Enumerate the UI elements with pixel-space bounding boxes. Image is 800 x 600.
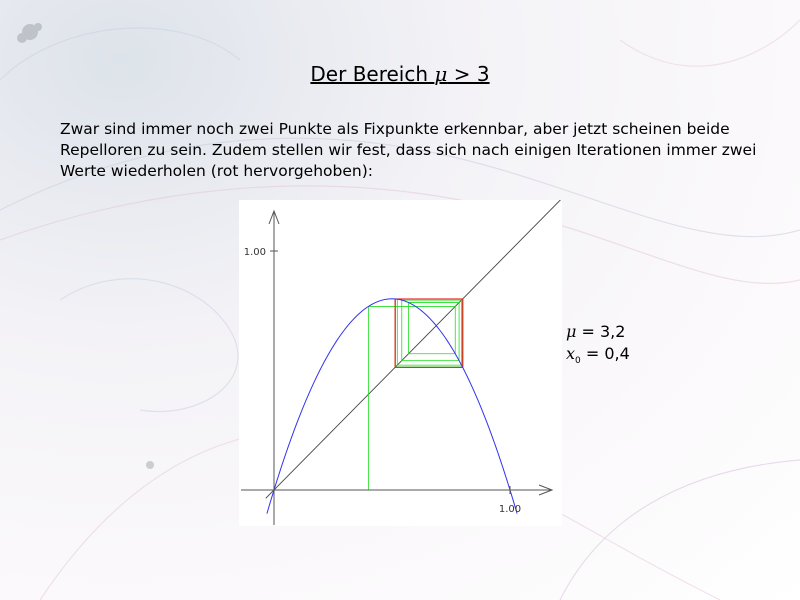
y-axis-arrow bbox=[268, 209, 280, 225]
x0-param-subscript: 0 bbox=[575, 356, 581, 367]
axes-layer: 1.00 1.00 bbox=[241, 209, 554, 525]
parameter-legend: μ = 3,2 x0 = 0,4 bbox=[566, 321, 630, 372]
two-cycle-rectangle bbox=[394, 298, 464, 368]
two-cycle-layer bbox=[394, 298, 464, 368]
logistic-curve bbox=[266, 298, 518, 514]
x0-param-symbol: x bbox=[566, 344, 576, 363]
y-tick-label: 1.00 bbox=[244, 247, 266, 258]
diagonal-line bbox=[265, 200, 561, 499]
description-paragraph: Zwar sind immer noch zwei Punkte als Fix… bbox=[60, 120, 757, 180]
mu-param-value: = 3,2 bbox=[576, 322, 626, 341]
slide-title: Der Bereich μ > 3 bbox=[0, 60, 800, 88]
diagonal-line-layer bbox=[265, 200, 561, 499]
cobweb-layer bbox=[367, 298, 464, 490]
logistic-curve-layer bbox=[266, 298, 518, 514]
cobweb-plot: 1.00 1.00 bbox=[239, 200, 562, 526]
x0-param-value: = 0,4 bbox=[580, 344, 630, 363]
mu-symbol: μ bbox=[434, 62, 448, 86]
mu-param-symbol: μ bbox=[566, 322, 577, 341]
title-suffix: > 3 bbox=[447, 62, 490, 86]
mu-parameter: μ = 3,2 bbox=[566, 321, 630, 343]
title-prefix: Der Bereich bbox=[310, 62, 435, 86]
x-tick-label: 1.00 bbox=[499, 504, 521, 515]
x-axis-arrow bbox=[538, 484, 554, 496]
cobweb-plot-svg: 1.00 1.00 bbox=[241, 200, 561, 525]
x0-parameter: x0 = 0,4 bbox=[566, 343, 630, 372]
